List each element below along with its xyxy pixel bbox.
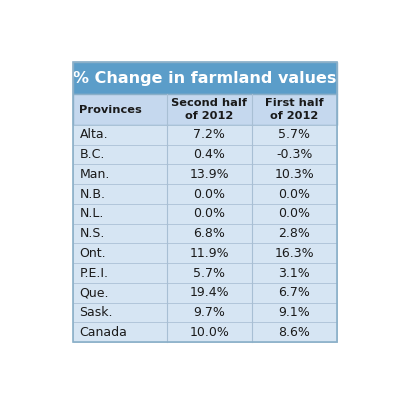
Text: P.E.I.: P.E.I.: [80, 266, 108, 280]
Bar: [73, 94, 337, 125]
Text: 5.7%: 5.7%: [278, 128, 310, 141]
Text: 16.3%: 16.3%: [274, 247, 314, 260]
Text: Sask.: Sask.: [80, 306, 113, 319]
Bar: [73, 62, 337, 342]
Bar: [73, 303, 337, 322]
Text: 0.0%: 0.0%: [193, 207, 225, 220]
Text: -0.3%: -0.3%: [276, 148, 312, 161]
Text: 0.4%: 0.4%: [194, 148, 225, 161]
Text: 2.8%: 2.8%: [278, 227, 310, 240]
Text: Second half
of 2012: Second half of 2012: [172, 98, 247, 121]
Text: 10.3%: 10.3%: [274, 168, 314, 181]
Bar: [73, 244, 337, 263]
Text: % Change in farmland values: % Change in farmland values: [73, 70, 337, 86]
Text: Ont.: Ont.: [80, 247, 106, 260]
Bar: [73, 204, 337, 224]
Text: Alta.: Alta.: [80, 128, 108, 141]
Text: Provinces: Provinces: [80, 105, 142, 115]
Text: Que.: Que.: [80, 286, 109, 299]
Text: B.C.: B.C.: [80, 148, 105, 161]
Text: N.B.: N.B.: [80, 188, 106, 200]
Text: 10.0%: 10.0%: [190, 326, 229, 339]
Bar: [73, 283, 337, 303]
Text: 7.2%: 7.2%: [194, 128, 225, 141]
Text: 8.6%: 8.6%: [278, 326, 310, 339]
Text: N.S.: N.S.: [80, 227, 105, 240]
Text: 3.1%: 3.1%: [278, 266, 310, 280]
Text: 11.9%: 11.9%: [190, 247, 229, 260]
Text: N.L.: N.L.: [80, 207, 104, 220]
Text: 6.7%: 6.7%: [278, 286, 310, 299]
Bar: [73, 263, 337, 283]
Text: 0.0%: 0.0%: [278, 207, 310, 220]
Bar: [73, 125, 337, 145]
Text: 19.4%: 19.4%: [190, 286, 229, 299]
Text: 0.0%: 0.0%: [278, 188, 310, 200]
Text: 13.9%: 13.9%: [190, 168, 229, 181]
Text: 6.8%: 6.8%: [194, 227, 225, 240]
Text: 9.1%: 9.1%: [278, 306, 310, 319]
Text: 0.0%: 0.0%: [193, 188, 225, 200]
Text: First half
of 2012: First half of 2012: [265, 98, 324, 121]
Text: Man.: Man.: [80, 168, 110, 181]
Text: Canada: Canada: [80, 326, 127, 339]
Text: 5.7%: 5.7%: [193, 266, 225, 280]
Bar: [73, 62, 337, 94]
Text: 9.7%: 9.7%: [194, 306, 225, 319]
Bar: [73, 322, 337, 342]
Bar: [73, 145, 337, 164]
Bar: [73, 164, 337, 184]
Bar: [73, 224, 337, 244]
Bar: [73, 184, 337, 204]
